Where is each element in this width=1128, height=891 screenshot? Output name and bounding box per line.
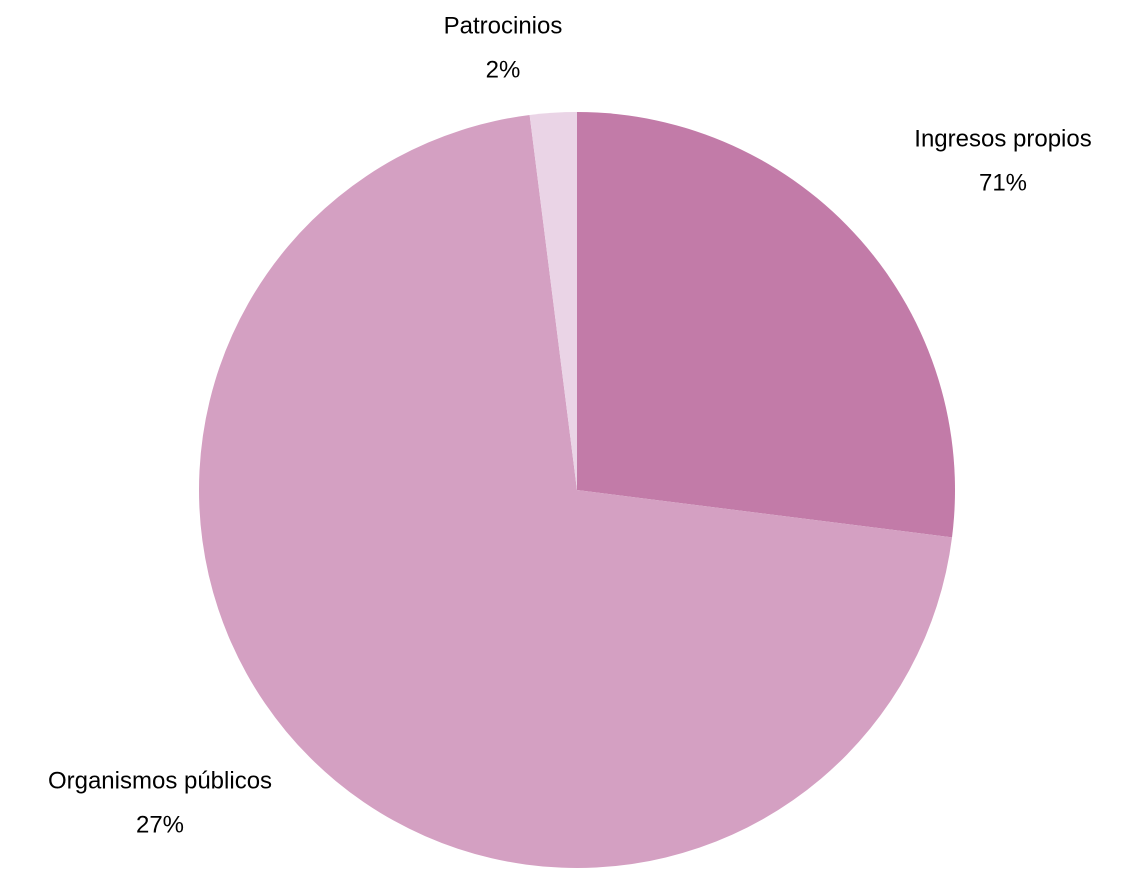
pie <box>199 112 955 869</box>
pie-slice <box>199 114 953 869</box>
slice-label: Ingresos propios <box>914 125 1091 152</box>
slice-value-label: 27% <box>136 811 184 838</box>
slice-label: Organismos públicos <box>48 767 272 794</box>
labels: Organismos públicos 27% Ingresos propios 71… <box>48 12 1092 838</box>
pie-slice <box>529 112 577 490</box>
pie-slice <box>577 112 955 538</box>
slice-value-label: 2% <box>486 56 521 83</box>
slice-label: Patrocinios <box>444 12 563 39</box>
slice-value-label: 71% <box>979 169 1027 196</box>
